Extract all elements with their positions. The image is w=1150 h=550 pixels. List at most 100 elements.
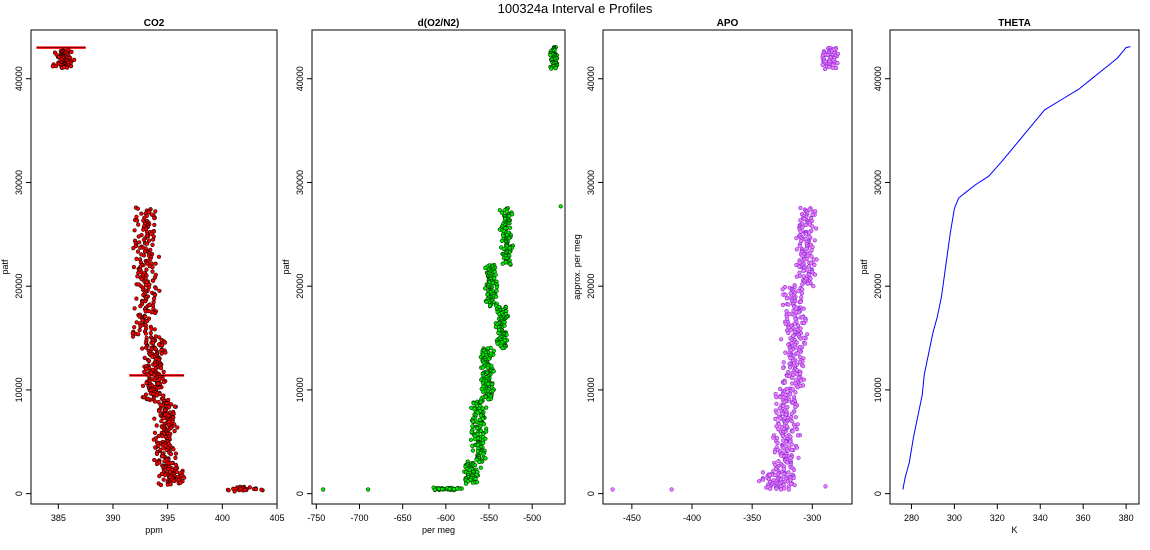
scatter-point	[801, 335, 806, 340]
scatter-point	[169, 461, 174, 466]
x-axis-label: K	[1011, 525, 1017, 535]
y-tick-label: 30000	[586, 170, 596, 195]
scatter-point	[481, 422, 487, 427]
scatter-point	[778, 395, 783, 400]
scatter-point	[144, 279, 149, 285]
y-tick-label: 40000	[295, 66, 305, 91]
scatter-point	[447, 486, 452, 492]
scatter-point	[493, 324, 499, 330]
scatter-point	[786, 302, 791, 307]
scatter-point	[794, 427, 800, 432]
series-line	[902, 46, 1131, 490]
y-axis-label: patf	[281, 259, 291, 275]
x-tick-label: -400	[683, 513, 701, 523]
scatter-point	[468, 437, 474, 442]
scatter-point	[470, 424, 475, 429]
scatter-point	[787, 311, 792, 317]
scatter-point	[171, 447, 176, 452]
panel-1: CO2 385 390 395 400 405 0 10000 20000 30000 40000 p…	[0, 18, 285, 535]
scatter-point	[548, 52, 553, 58]
scatter-point	[440, 487, 445, 492]
scatter-point	[774, 395, 779, 400]
scatter-point	[56, 54, 62, 60]
y-tick-label: 0	[873, 491, 883, 496]
plot-marks	[36, 46, 265, 494]
scatter-point	[777, 406, 782, 411]
scatter-point	[804, 332, 810, 337]
scatter-point	[154, 393, 159, 398]
scatter-point	[174, 469, 179, 474]
y-tick-label: 10000	[586, 377, 596, 402]
scatter-point	[776, 459, 781, 464]
scatter-point	[136, 270, 141, 275]
scatter-point	[485, 365, 490, 370]
scatter-point	[159, 419, 164, 424]
scatter-point	[801, 306, 806, 311]
scatter-point	[135, 206, 140, 211]
scatter-point	[801, 274, 806, 279]
scatter-point	[496, 330, 501, 336]
scatter-point	[789, 482, 794, 487]
x-tick-label: 340	[1033, 513, 1048, 523]
x-tick-label: -500	[523, 513, 541, 523]
scatter-point	[795, 433, 801, 438]
scatter-point	[796, 455, 801, 460]
scatter-point	[145, 318, 150, 324]
scatter-point	[153, 346, 158, 351]
scatter-point	[798, 205, 803, 211]
scatter-point	[810, 224, 815, 229]
scatter-point	[483, 456, 488, 461]
scatter-point	[789, 411, 795, 416]
x-tick-label: 360	[1076, 513, 1091, 523]
scatter-point	[480, 365, 485, 370]
scatter-point	[152, 416, 157, 421]
scatter-point	[158, 366, 164, 371]
scatter-point	[493, 272, 498, 277]
scatter-point	[491, 369, 496, 374]
y-axis-label: patf	[0, 259, 10, 275]
scatter-point	[473, 437, 478, 442]
scatter-point	[798, 229, 803, 234]
x-tick-label: 390	[105, 513, 120, 523]
scatter-point	[494, 294, 499, 299]
scatter-point	[795, 351, 800, 356]
scatter-point	[800, 364, 806, 369]
scatter-point	[156, 381, 161, 386]
x-tick-label: 385	[51, 513, 66, 523]
x-tick-label: -700	[350, 513, 368, 523]
panel-4: THETA 280 300 320 340 360 380 0 10000 20000 30000 4…	[859, 18, 1140, 535]
y-tick-label: 10000	[295, 377, 305, 402]
scatter-point	[146, 396, 151, 402]
scatter-point	[142, 355, 147, 361]
x-tick-label: 300	[947, 513, 962, 523]
scatter-point	[436, 486, 441, 491]
scatter-point	[157, 377, 162, 382]
scatter-point	[783, 292, 788, 297]
scatter-point	[772, 450, 777, 455]
scatter-point	[153, 445, 158, 450]
scatter-point	[144, 380, 149, 386]
scatter-point	[774, 401, 779, 406]
panel-title: THETA	[998, 18, 1031, 29]
scatter-point	[470, 419, 475, 424]
scatter-point	[788, 356, 793, 361]
x-tick-label: -350	[743, 513, 761, 523]
scatter-point	[158, 482, 164, 488]
scatter-point	[798, 218, 803, 223]
y-axis-label: patf	[859, 259, 869, 275]
scatter-point	[478, 399, 483, 405]
scatter-point	[826, 65, 832, 70]
scatter-point	[432, 487, 438, 492]
scatter-point	[142, 249, 148, 254]
scatter-point	[136, 234, 141, 239]
scatter-point	[168, 482, 173, 487]
scatter-point	[669, 487, 674, 492]
scatter-point	[760, 477, 766, 482]
scatter-point	[145, 241, 150, 246]
scatter-point	[175, 425, 180, 430]
scatter-point	[835, 60, 840, 66]
scatter-point	[50, 64, 55, 69]
scatter-point	[782, 380, 787, 385]
y-tick-label: 30000	[295, 170, 305, 195]
scatter-point	[232, 489, 237, 494]
